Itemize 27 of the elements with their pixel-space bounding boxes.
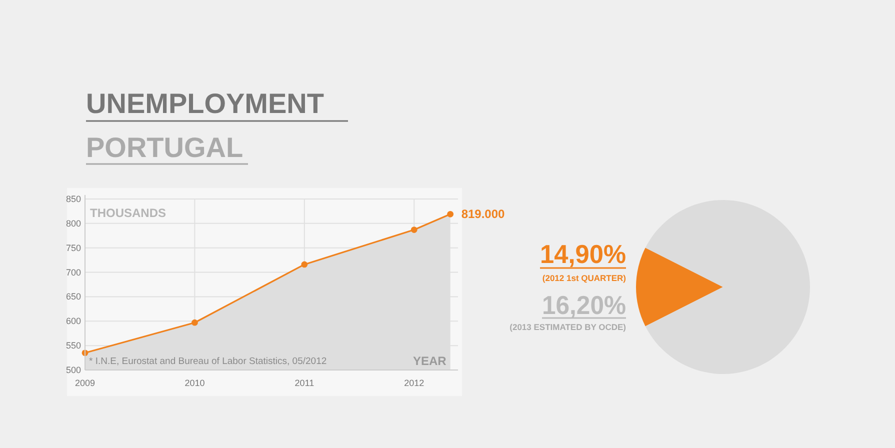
annotation: * I.N.E, Eurostat and Bureau of Labor Statistics, 05/2012 <box>89 356 327 367</box>
point <box>301 261 308 268</box>
text: (2013 ESTIMATED BY OCDE) <box>510 322 626 332</box>
x-tick-label: 2010 <box>184 378 205 388</box>
y-tick-label: 700 <box>66 267 81 278</box>
x-tick-label: 2011 <box>294 378 314 388</box>
data-label: 14,90% <box>540 239 628 269</box>
text: (2012 1st QUARTER) <box>542 273 626 283</box>
x-tick-label: 2012 <box>404 378 424 388</box>
chart-title: UNEMPLOYMENT <box>86 88 324 119</box>
point <box>192 319 198 326</box>
pie-slice <box>636 248 723 326</box>
y-tick-label: 550 <box>66 340 81 351</box>
y-tick-label: 600 <box>66 316 81 326</box>
x-axis-title: YEAR <box>412 354 447 368</box>
y-tick-label: 750 <box>66 242 81 253</box>
y-tick-label: 800 <box>66 218 81 228</box>
y-tick-label: 650 <box>66 292 81 302</box>
y-axis-title: THOUSANDS <box>90 206 166 220</box>
pie-slice <box>645 200 810 374</box>
x-tick-label: 2009 <box>74 378 96 388</box>
y-tick-label: 850 <box>66 194 81 204</box>
point <box>410 226 418 233</box>
annotation: 819.000 <box>461 207 506 222</box>
y-tick-label: 500 <box>66 365 81 375</box>
chart-subtitle: PORTUGAL <box>86 132 244 163</box>
point <box>447 210 454 218</box>
